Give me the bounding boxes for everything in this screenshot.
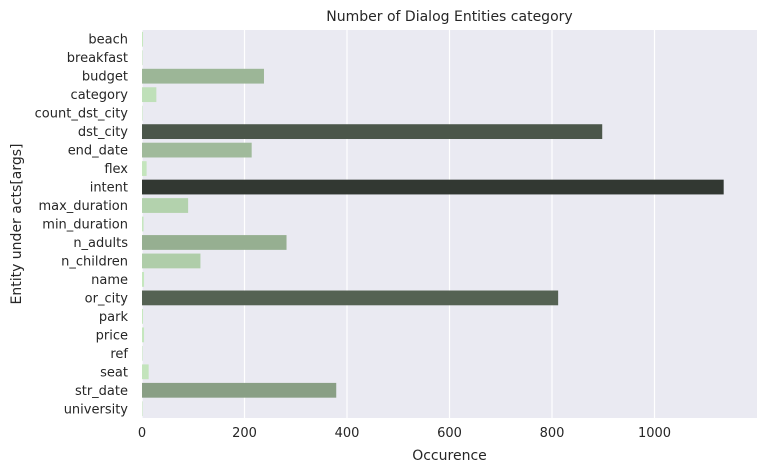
bar-park <box>142 308 144 324</box>
bar-category <box>142 87 157 103</box>
x-tick-label: 200 <box>232 426 257 441</box>
y-tick-label: intent <box>90 181 128 196</box>
y-tick-label: ref <box>110 347 128 362</box>
x-axis-label: Occurence <box>412 448 487 464</box>
y-tick-label: or_city <box>85 291 129 306</box>
bar-beach <box>142 31 144 47</box>
bar-price <box>142 327 145 343</box>
y-tick-label: beach <box>88 33 128 48</box>
bar-count-dst-city <box>142 105 143 121</box>
bar-flex <box>142 161 147 176</box>
y-tick-label: str_date <box>75 384 128 399</box>
bar-n-children <box>142 253 201 269</box>
bar-seat <box>142 364 149 380</box>
chart-title: Number of Dialog Entities category <box>326 9 572 25</box>
y-axis-label: Entity under acts[args] <box>9 143 25 304</box>
y-tick-label: count_dst_city <box>35 107 129 122</box>
x-tick-label: 800 <box>540 426 565 441</box>
bar-budget <box>142 68 264 84</box>
x-tick-label: 0 <box>138 426 146 441</box>
bar-intent <box>142 179 724 195</box>
y-tick-label: park <box>99 310 129 325</box>
x-tick-label: 1000 <box>638 426 671 441</box>
y-tick-label: budget <box>82 70 128 85</box>
y-tick-label: category <box>71 88 129 103</box>
y-tick-label: dst_city <box>78 125 128 140</box>
y-tick-label: breakfast <box>67 51 128 66</box>
bar-ref <box>142 345 143 361</box>
y-tick-label: n_children <box>61 254 128 269</box>
x-tick-label: 600 <box>437 426 462 441</box>
bars <box>142 31 724 417</box>
y-tick-label: flex <box>104 162 128 177</box>
y-tick-label: university <box>64 402 129 417</box>
y-tick-label: max_duration <box>38 199 128 214</box>
bar-university <box>142 401 143 417</box>
x-tick-labels: 0 200 400 600 800 1000 <box>138 426 671 441</box>
bar-n-adults <box>142 235 287 250</box>
y-tick-label: end_date <box>68 144 128 159</box>
bar-name <box>142 272 145 287</box>
bar-max-duration <box>142 198 189 213</box>
bar-end-date <box>142 142 252 158</box>
y-tick-label: n_adults <box>73 236 128 251</box>
y-tick-label: min_duration <box>42 218 128 233</box>
bar-min-duration <box>142 216 144 232</box>
bar-breakfast <box>142 50 143 66</box>
bar-dst-city <box>142 124 603 140</box>
x-tick-label: 400 <box>335 426 360 441</box>
y-tick-label: name <box>91 273 128 288</box>
bar-or-city <box>142 290 559 306</box>
y-tick-label: price <box>96 328 128 343</box>
y-tick-labels: beach breakfast budget category count_dst_ci… <box>35 33 129 418</box>
bar-str-date <box>142 382 337 398</box>
y-tick-label: seat <box>100 365 128 380</box>
